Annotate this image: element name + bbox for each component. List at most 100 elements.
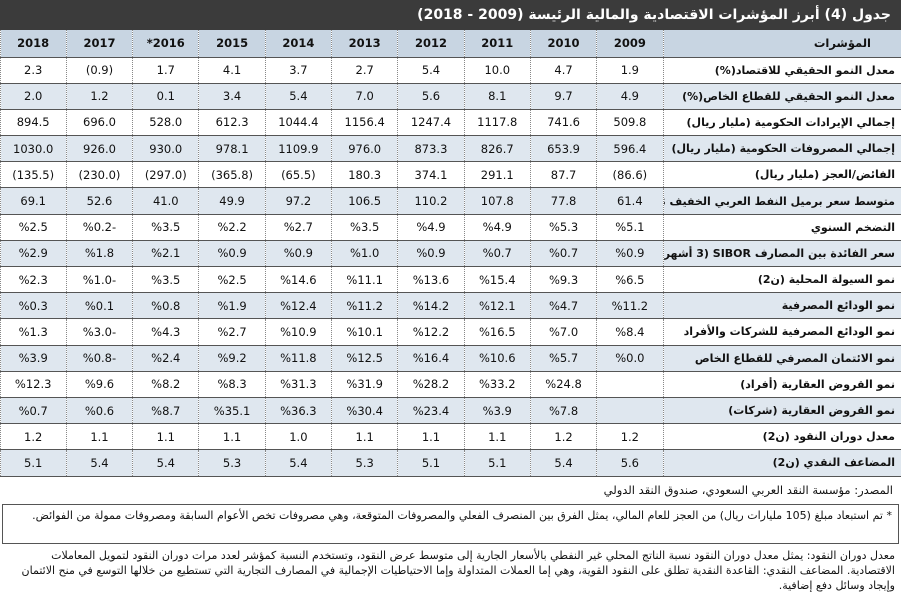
table-cell: 1.2 — [529, 423, 597, 451]
table-cell: %5.3 — [529, 214, 597, 241]
table-cell: %0.7 — [463, 240, 531, 268]
header-cell: 2010 — [529, 30, 597, 58]
table-cell: 1.0 — [264, 423, 332, 451]
table-title: جدول (4) أبرز المؤشرات الاقتصادية والمال… — [0, 0, 901, 30]
table-cell: %8.2 — [132, 371, 199, 398]
table-cell: 5.6 — [596, 449, 663, 477]
table-cell: 926.0 — [65, 135, 133, 163]
table-cell: %3.5 — [132, 214, 199, 241]
table-cell: 5.4 — [397, 57, 465, 84]
table-cell: %9.2 — [198, 345, 266, 372]
table-row: نمو القروض العقارية (شركات) %7.8 %3.9 %23.4… — [0, 397, 901, 425]
table-cell: %0.0 — [596, 345, 663, 372]
header-cell: 2017 — [65, 30, 133, 58]
table-cell: %0.7 — [0, 397, 67, 425]
row-label: معدل دوران النقود (ن2) — [662, 423, 901, 451]
table-cell: %0.3 — [0, 292, 67, 320]
table-cell: %4.3 — [132, 318, 199, 346]
table-cell: 7.0 — [331, 83, 398, 110]
table-cell: %7.0 — [529, 318, 597, 346]
table-cell: %11.2 — [331, 292, 398, 320]
table-cell: 107.8 — [463, 187, 531, 215]
table-cell: 5.4 — [132, 449, 199, 477]
table-cell: %3.5 — [331, 214, 398, 241]
table-cell: 97.2 — [264, 187, 332, 215]
table-row: الفائض/العجز (مليار ريال) (86.6) 87.7 291.1… — [0, 161, 901, 189]
table-cell: %11.2 — [596, 292, 663, 320]
table-cell: 374.1 — [397, 161, 465, 189]
header-cell: 2018 — [0, 30, 67, 58]
table-cell: %0.7 — [529, 240, 597, 268]
row-label: نمو الودائع المصرفية للشركات والأفراد — [662, 318, 901, 346]
table-row: المضاعف النقدي (ن2) 5.6 5.4 5.1 5.1 5.3 5.4 5.3… — [0, 449, 901, 477]
table-cell: 1156.4 — [331, 109, 398, 137]
header-cell: المؤشرات — [662, 30, 901, 58]
table-cell: %12.1 — [463, 292, 531, 320]
header-cell: 2009 — [596, 30, 663, 58]
table-cell: %1.0- — [65, 266, 133, 294]
table-cell: 4.1 — [198, 57, 266, 84]
table-cell: %0.9 — [397, 240, 465, 268]
table-cell: %5.7 — [529, 345, 597, 372]
table-cell: %2.2 — [198, 214, 266, 241]
table-cell: 5.4 — [529, 449, 597, 477]
table-cell: %8.4 — [596, 318, 663, 346]
header-cell: 2012 — [397, 30, 465, 58]
table-cell: %30.4 — [331, 397, 398, 425]
table-cell: %5.1 — [596, 214, 663, 241]
table-cell: 509.8 — [596, 109, 663, 137]
table-cell: %1.3 — [0, 318, 67, 346]
row-label: نمو الائتمان المصرفي للقطاع الخاص — [662, 345, 901, 372]
table-cell: %2.3 — [0, 266, 67, 294]
table-cell: %1.9 — [198, 292, 266, 320]
table-cell: 3.7 — [264, 57, 332, 84]
table-cell: %2.4 — [132, 345, 199, 372]
footnote: * تم استبعاد مبلغ (105 مليارات ريال) من … — [2, 503, 899, 544]
table-cell: 106.5 — [331, 187, 398, 215]
table-cell: 69.1 — [0, 187, 67, 215]
row-label: سعر الفائدة بين المصارف SIBOR (3 أشهر) — [662, 240, 901, 268]
table-cell: 1.1 — [331, 423, 398, 451]
table-cell: %0.8 — [132, 292, 199, 320]
table-cell: %33.2 — [463, 371, 531, 398]
table-cell: %2.5 — [0, 214, 67, 241]
row-label: المضاعف النقدي (ن2) — [662, 449, 901, 477]
table-cell: %24.8 — [529, 371, 597, 398]
table-cell: %31.9 — [331, 371, 398, 398]
table-cell: 826.7 — [463, 135, 531, 163]
table-cell: %2.7 — [264, 214, 332, 241]
table-cell: %11.8 — [264, 345, 332, 372]
table-row: نمو الودائع المصرفية %11.2 %4.7 %12.1 %14.2%… — [0, 292, 901, 320]
table-cell: 528.0 — [132, 109, 199, 137]
table-cell: 596.4 — [596, 135, 663, 163]
table-cell: 1.2 — [65, 83, 133, 110]
table-cell: 5.3 — [198, 449, 266, 477]
table-cell: (65.5) — [264, 161, 332, 189]
table-cell: %4.9 — [397, 214, 465, 241]
table-cell: %16.5 — [463, 318, 531, 346]
table-cell: 1.7 — [132, 57, 199, 84]
table-cell: 894.5 — [0, 109, 67, 137]
table-cell: 1117.8 — [463, 109, 531, 137]
table-row: نمو السيولة المحلية (ن2) %6.5 %9.3 %15.4 %13… — [0, 266, 901, 294]
table-cell: 696.0 — [65, 109, 133, 137]
table-cell: 10.0 — [463, 57, 531, 84]
table-cell: %23.4 — [397, 397, 465, 425]
table-cell: %10.6 — [463, 345, 531, 372]
table-row: نمو الودائع المصرفية للشركات والأفراد %8.… — [0, 318, 901, 346]
table-cell: %9.3 — [529, 266, 597, 294]
table-row: متوسط سعر برميل النفط العربي الخفيف $61.… — [0, 187, 901, 215]
table-cell: 1109.9 — [264, 135, 332, 163]
table-cell: %4.7 — [529, 292, 597, 320]
table-cell: %3.9 — [463, 397, 531, 425]
table-cell: %0.6 — [65, 397, 133, 425]
table-cell: (297.0) — [132, 161, 199, 189]
table-cell: 1.1 — [198, 423, 266, 451]
table-row: معدل دوران النقود (ن2) 1.2 1.2 1.1 1.1 1.1 1.0… — [0, 423, 901, 451]
table-cell: 180.3 — [331, 161, 398, 189]
table-cell: 87.7 — [529, 161, 597, 189]
table-cell: 9.7 — [529, 83, 597, 110]
table-row: سعر الفائدة بين المصارف SIBOR (3 أشهر) %0… — [0, 240, 901, 268]
table-row: إجمالي المصروفات الحكومية (مليار ريال) 59… — [0, 135, 901, 163]
table-cell: 5.4 — [65, 449, 133, 477]
